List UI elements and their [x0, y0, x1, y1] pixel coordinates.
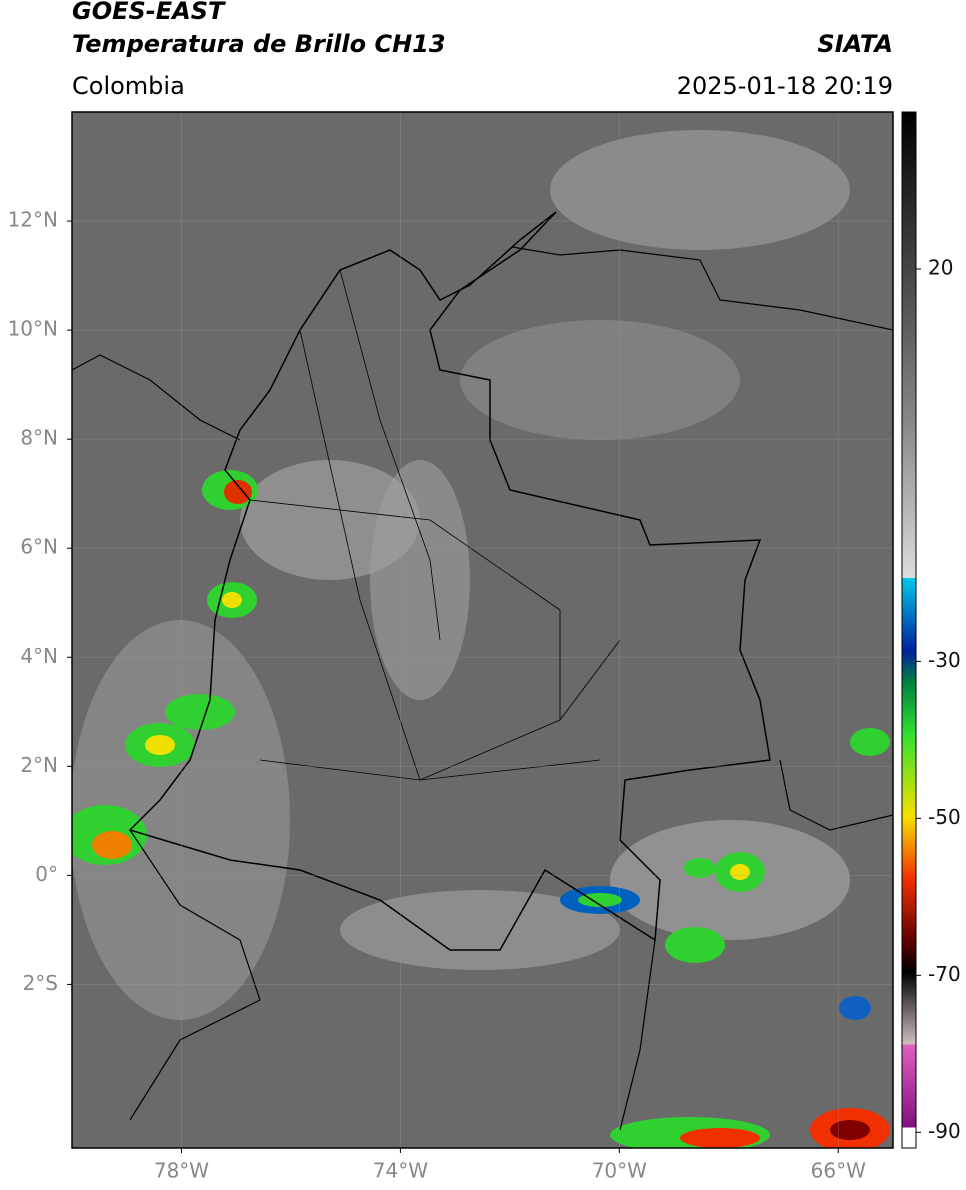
lat-tick-label: 0° — [35, 862, 58, 886]
lat-tick-label: 6°N — [20, 535, 58, 559]
lon-tick-label: 78°W — [154, 1159, 209, 1183]
lat-tick-label: 8°N — [20, 426, 58, 450]
lat-tick-label: 2°S — [23, 971, 58, 995]
lon-tick-label: 74°W — [373, 1159, 428, 1183]
agency: SIATA — [817, 30, 893, 58]
colorbar-tick-label: -90 — [928, 1119, 961, 1143]
map-image — [72, 112, 893, 1148]
colorbar — [901, 111, 917, 1149]
colorbar-tick-label: 20 — [928, 255, 953, 279]
lat-tick-label: 2°N — [20, 753, 58, 777]
colorbar-tick-label: -30 — [928, 648, 961, 672]
lat-tick-label: 12°N — [8, 208, 58, 232]
colorbar-tick-label: -50 — [928, 805, 961, 829]
grid — [72, 112, 893, 1148]
lon-tick-label: 66°W — [811, 1159, 866, 1183]
datetime: 2025-01-18 20:19 — [677, 72, 893, 100]
lat-tick-label: 4°N — [20, 644, 58, 668]
satellite: GOES-EAST — [72, 0, 226, 25]
region: Colombia — [72, 72, 185, 100]
map-frame — [71, 111, 894, 1149]
lat-tick-label: 10°N — [8, 317, 58, 341]
lon-tick-label: 70°W — [592, 1159, 647, 1183]
product: Temperatura de Brillo CH13 — [72, 30, 446, 58]
colorbar-tick-label: -70 — [928, 962, 961, 986]
